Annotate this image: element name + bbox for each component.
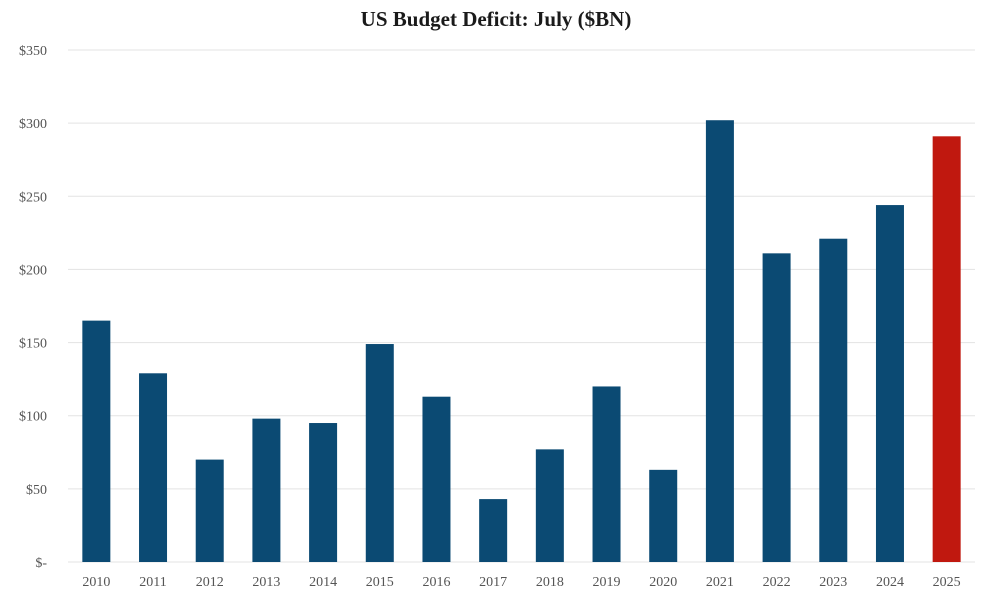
bar-2016 [422, 396, 451, 562]
x-tick-label: 2016 [422, 575, 450, 590]
bar-2025 [932, 136, 961, 562]
chart-title: US Budget Deficit: July ($BN) [361, 7, 632, 31]
y-tick-label: $200 [19, 263, 47, 278]
y-tick-label: $250 [19, 190, 47, 205]
y-tick-label: $100 [19, 410, 47, 425]
bar-2013 [252, 418, 281, 562]
bar-2021 [705, 120, 734, 563]
x-tick-label: 2021 [706, 575, 734, 590]
bar-2017 [479, 499, 508, 562]
bar-2012 [195, 459, 224, 562]
x-tick-label: 2025 [933, 575, 961, 590]
x-tick-label: 2012 [196, 575, 224, 590]
y-tick-label: $50 [26, 483, 47, 498]
y-tick-label: $350 [19, 44, 47, 59]
x-tick-label: 2011 [139, 575, 166, 590]
bar-2023 [819, 238, 848, 563]
bar-2024 [875, 205, 904, 562]
x-tick-label: 2013 [252, 575, 280, 590]
bar-2015 [365, 344, 394, 562]
x-tick-label: 2020 [649, 575, 677, 590]
y-tick-label: $- [35, 556, 47, 571]
x-tick-label: 2022 [763, 575, 791, 590]
x-tick-label: 2017 [479, 575, 507, 590]
bar-2019 [592, 386, 621, 562]
bar-2010 [82, 320, 111, 562]
x-tick-label: 2015 [366, 575, 394, 590]
bar-2018 [535, 449, 564, 562]
x-tick-label: 2024 [876, 575, 904, 590]
x-tick-label: 2014 [309, 575, 337, 590]
bar-2020 [649, 469, 678, 562]
bar-2011 [139, 373, 168, 562]
y-tick-label: $150 [19, 337, 47, 352]
x-tick-label: 2018 [536, 575, 564, 590]
x-tick-label: 2019 [593, 575, 621, 590]
x-tick-label: 2010 [82, 575, 110, 590]
bar-2022 [762, 253, 791, 562]
bar-2014 [309, 423, 338, 562]
y-tick-label: $300 [19, 117, 47, 132]
x-tick-label: 2023 [819, 575, 847, 590]
